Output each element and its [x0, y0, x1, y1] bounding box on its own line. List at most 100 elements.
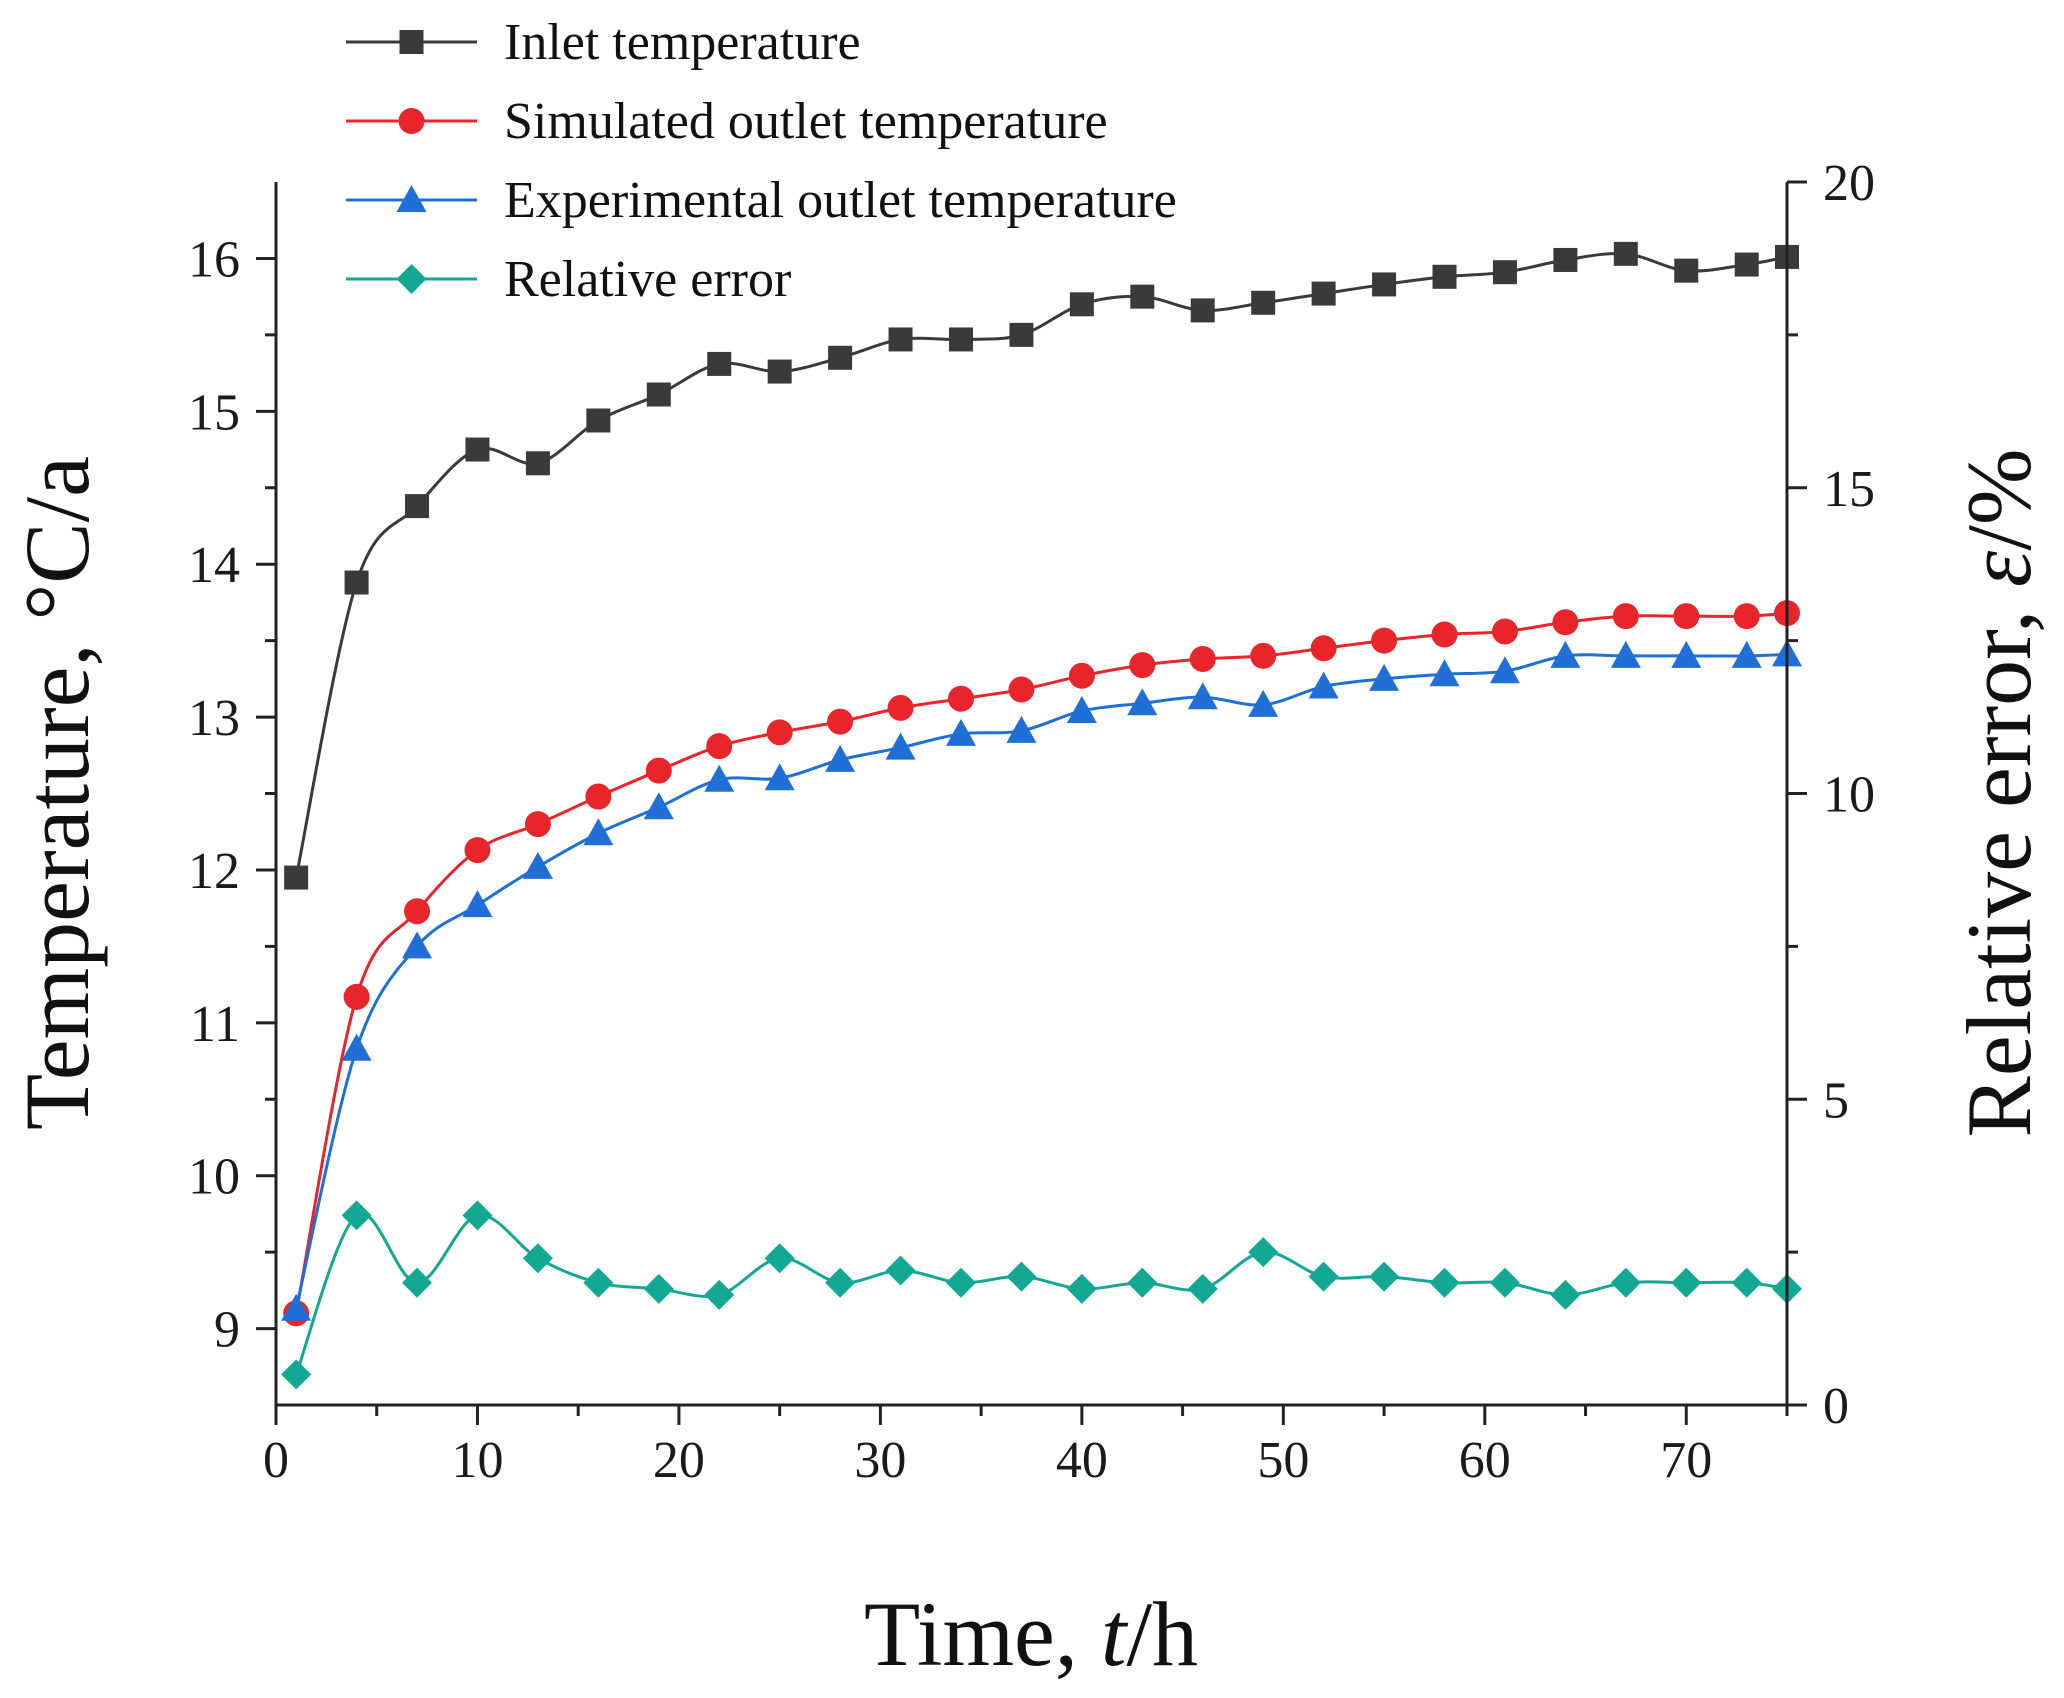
data-point [888, 327, 913, 352]
series-2 [283, 600, 1800, 1327]
data-point [402, 931, 433, 959]
series-line [294, 251, 1788, 878]
data-point [1550, 1279, 1581, 1310]
data-point [1250, 642, 1277, 669]
right-y-axis-title-variable: ε [1948, 550, 2050, 587]
data-point [948, 327, 973, 352]
left-y-tick-label: 10 [188, 1149, 240, 1206]
data-point [1066, 1273, 1097, 1304]
left-y-ticks: 9 10 11 12 13 14 15 16 [188, 231, 276, 1359]
data-point [462, 1200, 493, 1231]
data-point [1489, 656, 1520, 684]
right-y-tick-label: 15 [1823, 461, 1875, 518]
data-point [405, 494, 430, 519]
data-point [462, 890, 493, 918]
legend-label: Inlet temperature [504, 14, 861, 71]
data-point [522, 1243, 553, 1274]
data-point [522, 851, 553, 879]
plot-area [281, 241, 1802, 1390]
data-point [643, 1273, 674, 1304]
legend-marker [396, 264, 427, 294]
data-point [704, 1279, 735, 1310]
right-y-tick-label: 10 [1823, 767, 1875, 824]
data-point [827, 708, 854, 735]
data-point [1731, 640, 1762, 668]
data-point [764, 1243, 795, 1274]
left-y-tick-label: 15 [188, 384, 240, 441]
x-axis-title-prefix: Time, [864, 1583, 1101, 1685]
data-point [1008, 676, 1035, 703]
data-point [1492, 260, 1517, 285]
data-point [1372, 272, 1397, 297]
data-point [344, 570, 369, 595]
data-point [1731, 1267, 1762, 1298]
legend-label: Experimental outlet temperature [504, 172, 1177, 229]
data-point [1612, 603, 1639, 630]
data-point [1733, 603, 1760, 630]
data-point [1431, 621, 1458, 648]
x-tick-label: 10 [451, 1432, 503, 1489]
left-y-tick-label: 14 [188, 537, 240, 594]
series-line [294, 652, 1788, 1310]
data-point [586, 408, 611, 433]
legend-label: Relative error [504, 251, 791, 308]
data-point [1308, 671, 1339, 699]
data-point [1369, 1261, 1400, 1292]
data-point [341, 1033, 372, 1061]
x-tick-label: 40 [1056, 1432, 1108, 1489]
data-point [1310, 635, 1337, 662]
legend-marker [396, 185, 427, 212]
data-point [524, 811, 551, 838]
left-y-tick-label: 13 [188, 690, 240, 747]
left-y-tick-label: 16 [188, 231, 240, 288]
data-point [1006, 1261, 1037, 1292]
x-tick-label: 70 [1660, 1432, 1712, 1489]
right-y-tick-label: 5 [1823, 1072, 1849, 1129]
data-point [1674, 258, 1699, 283]
data-point [525, 451, 550, 476]
data-point [585, 783, 612, 810]
data-point [343, 983, 370, 1010]
legend-marker [399, 30, 424, 54]
data-point [945, 1267, 976, 1298]
right-y-tick-label: 20 [1823, 155, 1875, 212]
data-point [1610, 640, 1641, 668]
data-point [1006, 715, 1037, 743]
data-point [1610, 1267, 1641, 1298]
data-point [1127, 688, 1158, 716]
data-point [281, 1359, 312, 1390]
legend-item: Experimental outlet temperature [346, 172, 1177, 229]
right-y-axis-title-prefix: Relative error, [1948, 587, 2050, 1138]
left-y-tick-label: 12 [188, 843, 240, 900]
data-point [1432, 264, 1457, 289]
data-point [404, 898, 431, 925]
legend-marker [398, 108, 425, 134]
series-3 [281, 639, 1802, 1321]
legend-item: Simulated outlet temperature [346, 93, 1108, 150]
data-point [646, 382, 671, 407]
data-point [704, 764, 735, 792]
x-axis-title: Time, t/h [864, 1583, 1198, 1685]
x-tick-label: 20 [653, 1432, 705, 1489]
left-y-axis-title: Temperature, °C/a [6, 456, 108, 1130]
data-point [885, 732, 916, 760]
data-point [281, 1293, 312, 1321]
data-point [1671, 1267, 1702, 1298]
data-point [1129, 652, 1156, 679]
data-point [947, 685, 974, 712]
data-point [1553, 247, 1578, 272]
data-point [1671, 640, 1702, 668]
data-point [1429, 659, 1460, 687]
legend-item: Inlet temperature [346, 14, 861, 71]
data-point [643, 792, 674, 820]
data-point [1187, 682, 1218, 710]
x-tick-label: 60 [1459, 1432, 1511, 1489]
left-y-tick-label: 9 [214, 1302, 240, 1359]
data-point [1068, 662, 1095, 689]
data-point [828, 345, 853, 370]
right-y-tick-label: 0 [1823, 1378, 1849, 1435]
data-point [707, 351, 732, 376]
data-point [1429, 1267, 1460, 1298]
data-point [1613, 241, 1638, 266]
